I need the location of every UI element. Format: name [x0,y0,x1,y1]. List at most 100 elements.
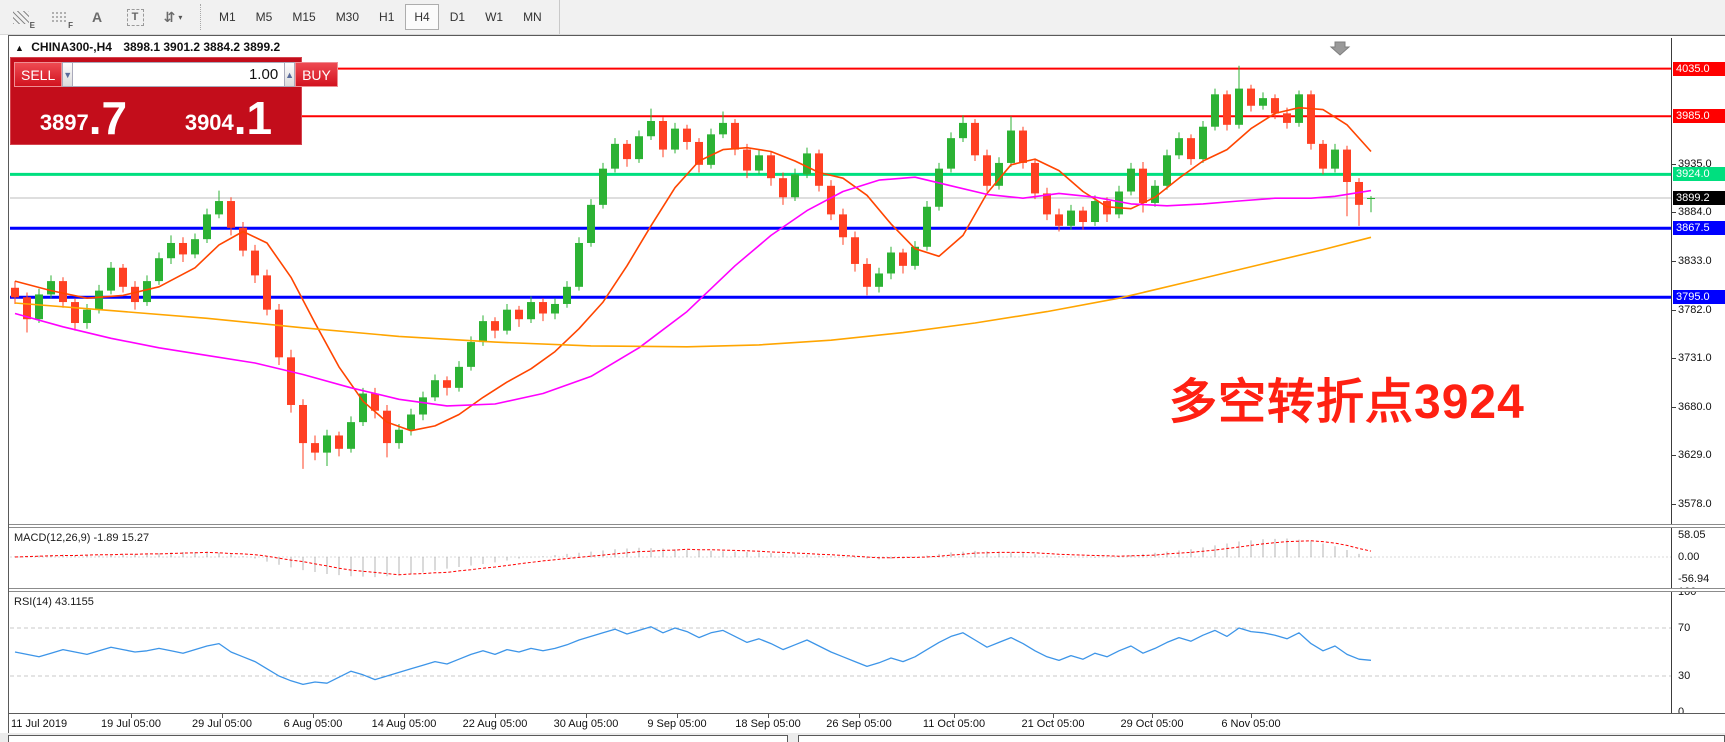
background-window-edge[interactable] [8,735,788,742]
crosshatch-pattern-icon[interactable]: E [4,3,38,31]
pane-separator[interactable] [9,524,1725,528]
dropdown-caret-icon[interactable]: ▾ [178,12,183,22]
candle-body [95,290,103,310]
candle-body [455,366,463,388]
date-tick-label[interactable]: 29 Jul 05:00 [192,718,252,730]
timeframe-button-m5[interactable]: M5 [255,10,273,24]
candle-body [635,136,643,160]
pane-separator[interactable] [9,588,1725,592]
candle-body [743,149,751,171]
candle-body [1139,168,1147,203]
timeframe-button-w1[interactable]: W1 [485,10,504,24]
timeframe-button-m15[interactable]: M15 [292,10,316,24]
date-tick-label[interactable]: 26 Sep 05:00 [826,718,892,730]
price-axis[interactable]: 3935.0 3884.0 3833.0 3782.0 3731.0 3680.0 3629… [1671,38,1725,718]
candle-body [479,321,487,343]
candle-body [539,302,547,314]
macd-pane [10,538,1671,578]
toolbar-separator[interactable] [200,4,202,30]
one-click-trading-panel: SELL ▼ ▲ BUY 3897.7 3904.1 [10,57,338,145]
date-tick-label[interactable]: 11 Oct 05:00 [922,718,986,730]
date-tick-mark [859,714,860,718]
text-annotation-icon[interactable]: A [80,3,114,31]
date-tick-label[interactable]: 30 Aug 05:00 [553,718,619,730]
volume-input[interactable] [73,62,285,87]
date-tick-label[interactable]: 6 Aug 05:00 [283,718,343,730]
date-tick-label[interactable]: 6 Nov 05:00 [1221,718,1281,730]
candle-body [347,422,355,449]
toolbar-separator-2 [558,0,561,34]
candle-body [1163,155,1171,186]
sell-price-main: 3897 [39,110,89,135]
date-tick-mark [222,714,223,718]
price-tick-label: 3935.0 [1678,157,1712,170]
price-tick-label: 3731.0 [1678,352,1712,365]
buy-button[interactable]: BUY [295,62,338,87]
buy-price-display[interactable]: 3904.1 [159,90,298,141]
date-tick-mark [768,714,769,718]
axis-tick-mark [1672,261,1676,263]
candle-body [1127,168,1135,192]
date-tick-label[interactable]: 22 Aug 05:00 [462,718,528,730]
price-level-badge: 3899.2 [1673,190,1725,205]
rsi-tick-label: 30 [1678,670,1691,682]
timeframe-button-m1[interactable]: M1 [219,10,236,24]
axis-tick-mark [1672,309,1676,311]
candle-body [1199,126,1207,160]
candle-body [1259,98,1267,106]
sub-label: F [68,21,73,30]
time-axis[interactable]: 11 Jul 2019 19 Jul 05:00 29 Jul 05:00 6 Aug… [9,713,1725,734]
candle-body [239,227,247,251]
timeframe-button-d1[interactable]: D1 [449,10,466,24]
candle-body [995,162,1003,186]
sell-button[interactable]: SELL [14,62,63,87]
price-tick-label: 3782.0 [1678,303,1712,316]
volume-decrease-button[interactable]: ▼ [62,62,74,87]
background-window-edge[interactable] [798,735,1725,742]
date-tick-label[interactable]: 14 Aug 05:00 [371,718,437,730]
price-tick-label: 3629.0 [1678,449,1712,462]
candle-body [431,380,439,398]
date-tick-label[interactable]: 29 Oct 05:00 [1120,718,1184,730]
candle-body [419,397,427,415]
candle-body [167,242,175,259]
candle-body [791,174,799,198]
date-tick-label[interactable]: 21 Oct 05:00 [1021,718,1085,730]
price-level-badge: 3985.0 [1673,109,1725,124]
price-tick-label: 3680.0 [1678,400,1712,413]
candle-body [1235,88,1243,125]
price-tick-label: 3578.0 [1678,498,1712,511]
candle-body [1187,138,1195,160]
candle-body [1331,149,1339,169]
dot-grid-pattern-icon[interactable]: F [42,3,76,31]
candle-body [839,214,847,238]
timeframe-button-m30[interactable]: M30 [335,10,360,24]
date-tick-label[interactable]: 11 Jul 2019 [11,718,68,730]
axis-tick-mark [1672,455,1676,457]
candle-body [1007,130,1015,163]
date-tick-label[interactable]: 19 Jul 05:00 [101,718,161,730]
candle-body [251,250,259,276]
candle-body [1343,149,1351,182]
timeframe-button-h1[interactable]: H1 [379,10,395,24]
timeframe-button-h4[interactable]: H4 [405,4,439,30]
collapse-panel-icon[interactable]: ▲ [15,43,24,53]
candle-body [887,252,895,274]
plot-area[interactable]: MACD(12,26,9) -1.89 15.27 RSI(14) 43.115… [10,38,1671,713]
text-label-icon[interactable]: T [118,3,152,31]
candle-body [131,286,139,303]
rsi-label: RSI(14) 43.1155 [14,596,94,608]
candle-body [263,275,271,310]
volume-increase-button[interactable]: ▲ [284,62,296,87]
candle-body [1223,94,1231,125]
candle-body [311,443,319,453]
sell-price-display[interactable]: 3897.7 [14,90,153,141]
date-tick-label[interactable]: 18 Sep 05:00 [735,718,801,730]
date-tick-label[interactable]: 9 Sep 05:00 [647,718,707,730]
candle-body [959,122,967,139]
arrow-objects-icon[interactable]: ⇵ ▾ [156,3,190,31]
chart-text-annotation[interactable]: 多空转折点3924 [1169,376,1525,429]
timeframe-button-mn[interactable]: MN [523,10,542,24]
date-tick-mark [1053,714,1054,718]
price-tick-label: 3884.0 [1678,206,1712,219]
